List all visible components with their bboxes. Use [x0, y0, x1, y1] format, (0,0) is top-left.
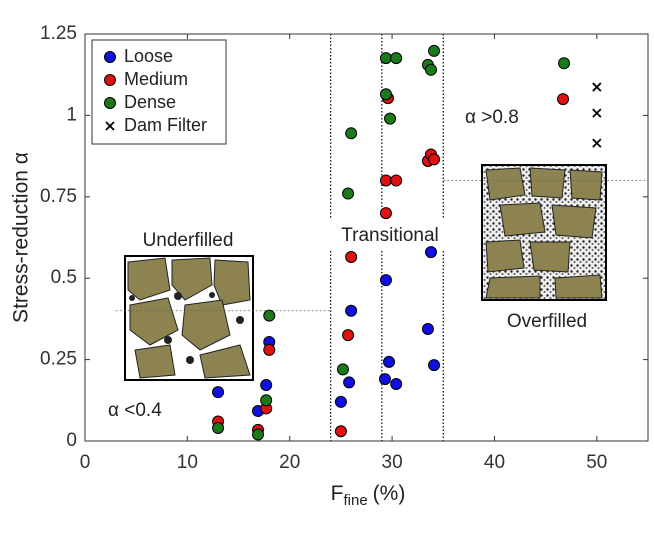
point [424, 246, 437, 259]
legend-label: Dam Filter [124, 115, 207, 135]
point [104, 74, 116, 86]
label-background [328, 218, 450, 250]
legend-label: Dense [124, 92, 176, 112]
point [342, 187, 355, 200]
x-tick-label: 0 [80, 452, 91, 473]
legend-label: Loose [124, 46, 173, 66]
y-tick-label: 0.5 [51, 267, 77, 288]
point [557, 93, 570, 106]
annotation: Overfilled [507, 311, 587, 332]
x-tick-label: 50 [586, 452, 607, 473]
point [104, 97, 116, 109]
y-tick-label: 0.25 [40, 349, 77, 370]
plot-frame [84, 33, 649, 442]
x-axis-label-main: F [331, 482, 344, 505]
point [251, 428, 264, 441]
point [428, 359, 441, 372]
point [379, 174, 392, 187]
point [342, 329, 355, 342]
point [212, 421, 225, 434]
point [336, 363, 349, 376]
point [345, 251, 358, 264]
legend-item: Medium [104, 69, 188, 89]
point [378, 373, 391, 386]
point [104, 51, 116, 63]
legend-item: Loose [104, 46, 173, 66]
point [379, 52, 392, 65]
point [379, 88, 392, 101]
underfilled-image [124, 255, 254, 381]
x-tick-label: 30 [382, 452, 403, 473]
annotation: α <0.4 [108, 400, 162, 421]
point [212, 386, 225, 399]
legend: Loose Medium Dense Dam Filter [91, 39, 227, 145]
point [263, 343, 276, 356]
point [334, 395, 347, 408]
cross-marker [592, 138, 602, 148]
point [343, 376, 356, 389]
point [260, 378, 273, 391]
point [383, 355, 396, 368]
point [260, 394, 273, 407]
point [428, 153, 441, 166]
point [558, 57, 571, 70]
point [428, 44, 441, 57]
annotation: Underfilled [143, 230, 234, 251]
x-axis-label: Ffine (%) [331, 482, 406, 509]
point [424, 63, 437, 76]
point [334, 425, 347, 438]
x-tick-label: 10 [177, 452, 198, 473]
point [384, 112, 397, 125]
overfilled-image [481, 164, 607, 301]
annotation: α >0.8 [465, 107, 519, 128]
y-tick-label: 0 [66, 430, 77, 451]
cross-marker [105, 121, 115, 131]
y-axis-label: Stress-reduction α [10, 152, 33, 323]
point [379, 207, 392, 220]
x-tick-label: 20 [279, 452, 300, 473]
point [379, 274, 392, 287]
x-axis-label-suffix: (%) [373, 482, 406, 505]
x-axis-label-subscript: fine [343, 492, 367, 509]
cross-marker [592, 108, 602, 118]
y-tick-label: 1 [66, 104, 77, 125]
y-tick-label: 0.75 [40, 186, 77, 207]
point [390, 52, 403, 65]
point [390, 378, 403, 391]
y-tick-label: 1.25 [40, 23, 77, 44]
annotation: Transitional [341, 225, 439, 246]
point [421, 322, 434, 335]
point [345, 304, 358, 317]
legend-item: Dam Filter [105, 115, 207, 135]
cross-marker [592, 82, 602, 92]
legend-label: Medium [124, 69, 188, 89]
point [345, 127, 358, 140]
point [390, 174, 403, 187]
x-tick-label: 40 [484, 452, 505, 473]
legend-item: Dense [104, 92, 176, 112]
point [263, 309, 276, 322]
